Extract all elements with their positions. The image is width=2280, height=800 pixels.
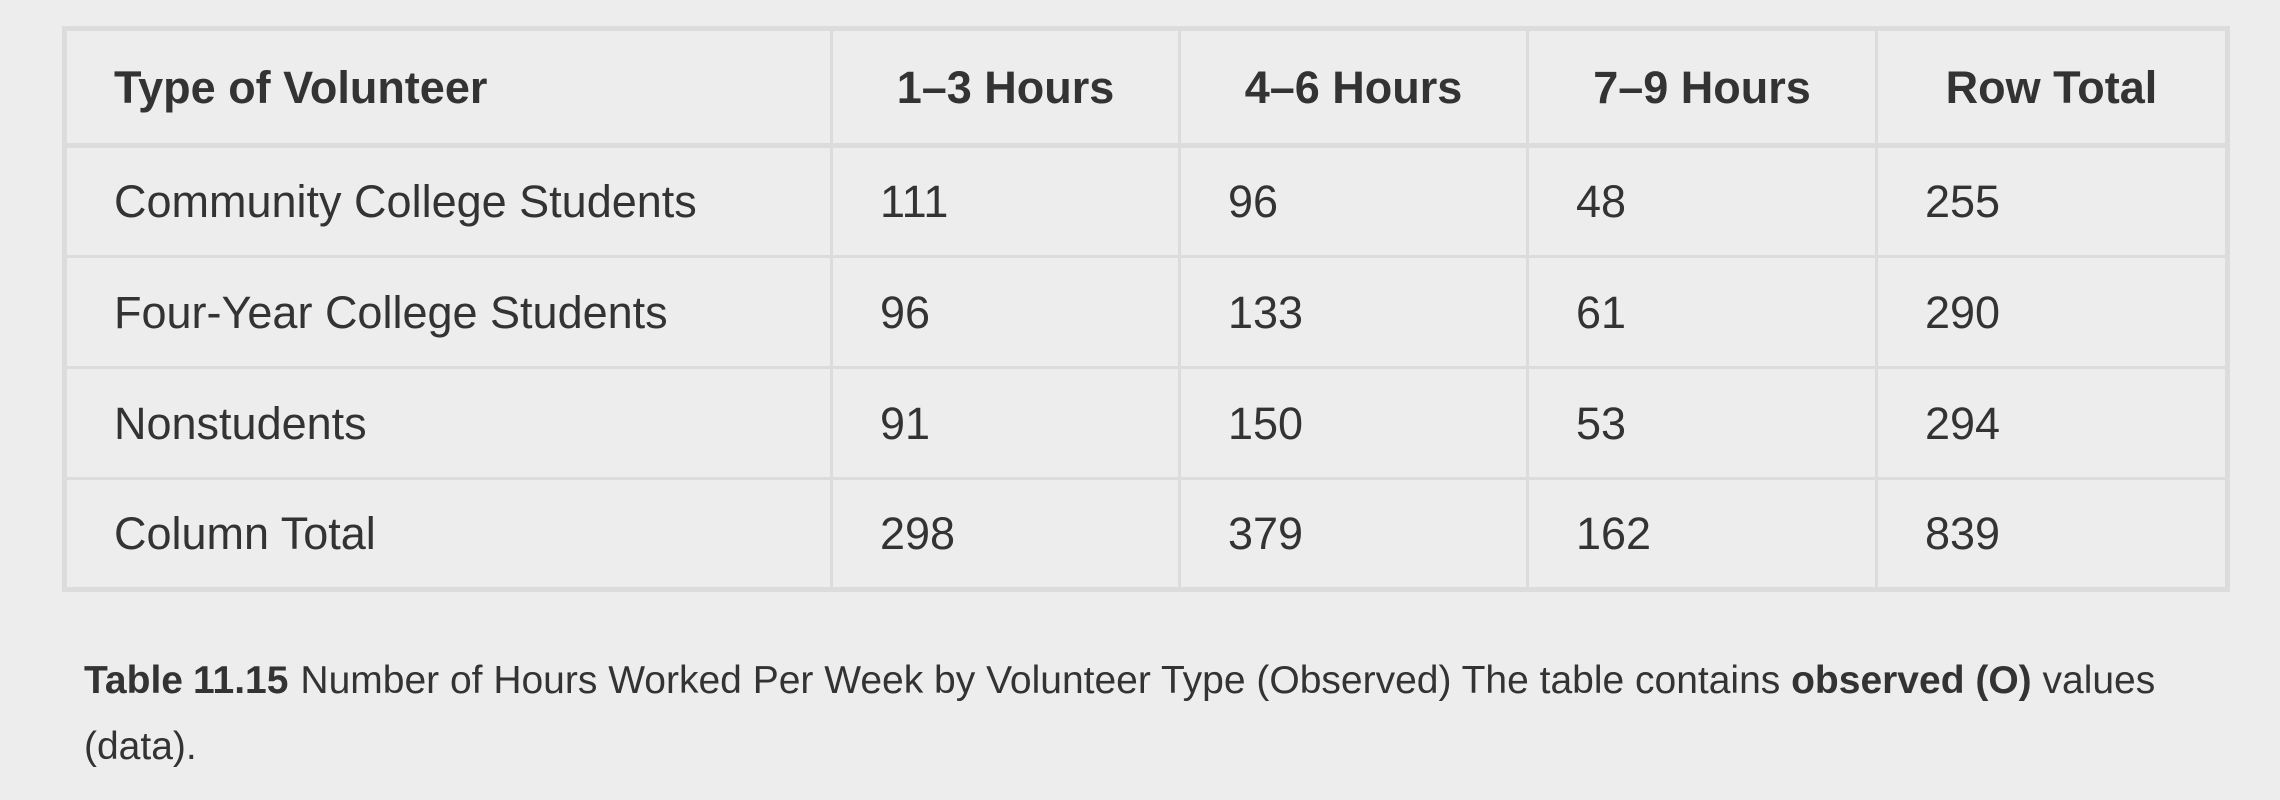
header-1-3-hours: 1–3 Hours (830, 27, 1181, 148)
row-label: Nonstudents (63, 366, 833, 480)
header-7-9-hours: 7–9 Hours (1526, 27, 1878, 148)
header-row-total: Row Total (1875, 27, 2229, 148)
table-row: Community College Students 111 96 48 255 (63, 144, 2229, 258)
table-cell: 96 (1178, 144, 1529, 258)
table-row: Four-Year College Students 96 133 61 290 (63, 255, 2229, 369)
table-cell: 150 (1178, 366, 1529, 480)
table-cell: 61 (1526, 255, 1878, 369)
caption-text: Number of Hours Worked Per Week by Volun… (300, 659, 1792, 702)
row-label: Four-Year College Students (63, 255, 833, 369)
table-row: Column Total 298 379 162 839 (63, 477, 2229, 591)
table-cell: 111 (830, 144, 1181, 258)
table-container: Type of Volunteer 1–3 Hours 4–6 Hours 7–… (62, 26, 2230, 592)
table-cell: 255 (1875, 144, 2229, 258)
row-label: Community College Students (63, 144, 833, 258)
caption-label: Table (84, 659, 183, 702)
table-cell: 48 (1526, 144, 1878, 258)
table-header-row: Type of Volunteer 1–3 Hours 4–6 Hours 7–… (63, 27, 2229, 148)
header-4-6-hours: 4–6 Hours (1178, 27, 1529, 148)
table-row: Nonstudents 91 150 53 294 (63, 366, 2229, 480)
table-cell: 290 (1875, 255, 2229, 369)
caption-bold-text: observed (O) (1791, 659, 2032, 702)
caption-number: 11.15 (192, 659, 289, 702)
caption-text-end: values (data). (84, 659, 2156, 768)
table-caption: Table 11.15 Number of Hours Worked Per Wee… (84, 648, 2234, 780)
table-cell: 133 (1178, 255, 1529, 369)
table-cell: 294 (1875, 366, 2229, 480)
table-cell: 96 (830, 255, 1181, 369)
table-cell: 53 (1526, 366, 1878, 480)
table-cell: 839 (1875, 477, 2229, 591)
volunteer-hours-table: Type of Volunteer 1–3 Hours 4–6 Hours 7–… (62, 26, 2230, 592)
row-label: Column Total (63, 477, 833, 591)
header-type-of-volunteer: Type of Volunteer (63, 27, 833, 148)
table-cell: 91 (830, 366, 1181, 480)
table-cell: 379 (1178, 477, 1529, 591)
table-cell: 298 (830, 477, 1181, 591)
table-cell: 162 (1526, 477, 1878, 591)
